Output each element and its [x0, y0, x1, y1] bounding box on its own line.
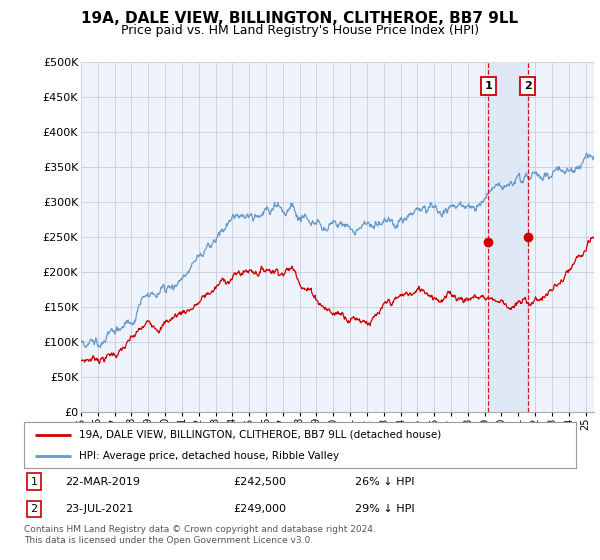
Bar: [488, 62, 528, 412]
Text: 1: 1: [31, 477, 37, 487]
Text: 2: 2: [524, 81, 532, 91]
Text: 19A, DALE VIEW, BILLINGTON, CLITHEROE, BB7 9LL (detached house): 19A, DALE VIEW, BILLINGTON, CLITHEROE, B…: [79, 430, 442, 440]
Text: Price paid vs. HM Land Registry's House Price Index (HPI): Price paid vs. HM Land Registry's House …: [121, 24, 479, 36]
Text: £249,000: £249,000: [234, 504, 287, 514]
Text: 19A, DALE VIEW, BILLINGTON, CLITHEROE, BB7 9LL: 19A, DALE VIEW, BILLINGTON, CLITHEROE, B…: [82, 11, 518, 26]
Text: 23-JUL-2021: 23-JUL-2021: [65, 504, 134, 514]
Text: HPI: Average price, detached house, Ribble Valley: HPI: Average price, detached house, Ribb…: [79, 451, 340, 461]
Text: 26% ↓ HPI: 26% ↓ HPI: [355, 477, 415, 487]
Text: 2: 2: [31, 504, 37, 514]
Text: 1: 1: [484, 81, 492, 91]
Text: 29% ↓ HPI: 29% ↓ HPI: [355, 504, 415, 514]
Text: £242,500: £242,500: [234, 477, 287, 487]
Text: 22-MAR-2019: 22-MAR-2019: [65, 477, 140, 487]
Text: Contains HM Land Registry data © Crown copyright and database right 2024.
This d: Contains HM Land Registry data © Crown c…: [24, 525, 376, 545]
